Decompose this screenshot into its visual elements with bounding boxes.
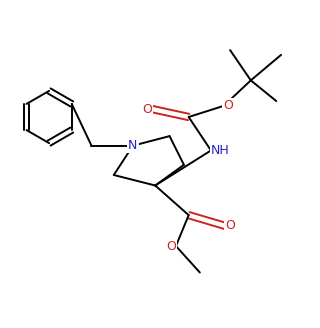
Text: N: N <box>128 139 138 152</box>
Text: NH: NH <box>211 144 230 157</box>
Text: O: O <box>166 239 176 253</box>
Text: O: O <box>224 99 234 113</box>
Text: O: O <box>142 103 152 115</box>
Text: O: O <box>225 219 235 233</box>
